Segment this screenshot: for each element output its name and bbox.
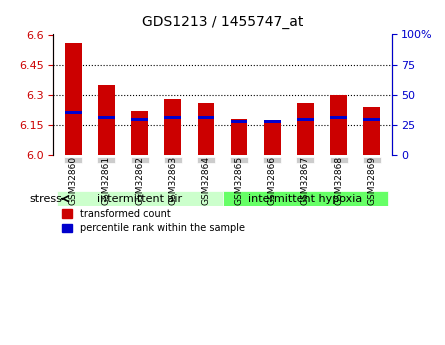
Text: GSM32867: GSM32867 bbox=[301, 156, 310, 205]
Text: GSM32868: GSM32868 bbox=[334, 156, 343, 205]
Bar bbox=[165, 99, 181, 155]
Text: GSM32869: GSM32869 bbox=[367, 156, 376, 205]
FancyBboxPatch shape bbox=[131, 157, 149, 163]
Bar bbox=[330, 116, 347, 119]
Text: GSM32863: GSM32863 bbox=[168, 156, 177, 205]
FancyBboxPatch shape bbox=[330, 157, 348, 163]
Bar bbox=[98, 116, 115, 119]
Bar bbox=[264, 121, 280, 155]
Title: GDS1213 / 1455747_at: GDS1213 / 1455747_at bbox=[142, 15, 303, 29]
FancyBboxPatch shape bbox=[363, 157, 380, 163]
FancyBboxPatch shape bbox=[230, 157, 248, 163]
Text: GSM32861: GSM32861 bbox=[102, 156, 111, 205]
Bar bbox=[330, 95, 347, 155]
FancyBboxPatch shape bbox=[65, 157, 82, 163]
FancyBboxPatch shape bbox=[296, 157, 314, 163]
Legend: transformed count, percentile rank within the sample: transformed count, percentile rank withi… bbox=[58, 205, 249, 237]
Bar bbox=[364, 107, 380, 155]
FancyBboxPatch shape bbox=[164, 157, 182, 163]
Text: GSM32860: GSM32860 bbox=[69, 156, 78, 205]
Text: GSM32864: GSM32864 bbox=[202, 156, 210, 205]
Text: GSM32862: GSM32862 bbox=[135, 156, 144, 205]
Bar bbox=[165, 116, 181, 119]
Bar bbox=[98, 85, 115, 155]
Bar bbox=[231, 119, 247, 155]
Text: GSM32865: GSM32865 bbox=[235, 156, 243, 205]
Bar bbox=[65, 42, 81, 155]
FancyBboxPatch shape bbox=[97, 157, 115, 163]
Bar bbox=[364, 118, 380, 120]
Bar bbox=[65, 111, 81, 115]
Bar bbox=[131, 111, 148, 155]
Bar bbox=[131, 118, 148, 120]
Text: GSM32866: GSM32866 bbox=[268, 156, 277, 205]
Bar bbox=[264, 119, 280, 122]
Bar bbox=[198, 116, 214, 119]
FancyBboxPatch shape bbox=[197, 157, 215, 163]
Bar bbox=[231, 119, 247, 122]
Bar bbox=[297, 118, 314, 120]
Bar bbox=[297, 103, 314, 155]
FancyBboxPatch shape bbox=[263, 157, 281, 163]
Bar bbox=[198, 103, 214, 155]
